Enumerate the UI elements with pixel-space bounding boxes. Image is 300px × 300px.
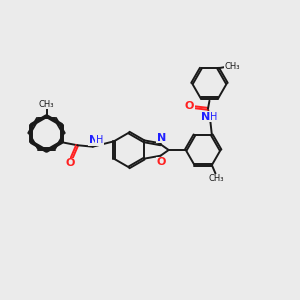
Text: CH₃: CH₃ xyxy=(39,100,54,109)
Text: CH₃: CH₃ xyxy=(208,174,224,183)
Text: O: O xyxy=(66,158,75,168)
Text: O: O xyxy=(157,157,166,167)
Text: N: N xyxy=(89,135,98,145)
Text: H: H xyxy=(96,135,103,145)
Text: H: H xyxy=(210,112,218,122)
Text: CH₃: CH₃ xyxy=(224,62,240,71)
Text: O: O xyxy=(185,101,194,111)
Text: N: N xyxy=(201,112,211,122)
Text: N: N xyxy=(157,133,166,143)
